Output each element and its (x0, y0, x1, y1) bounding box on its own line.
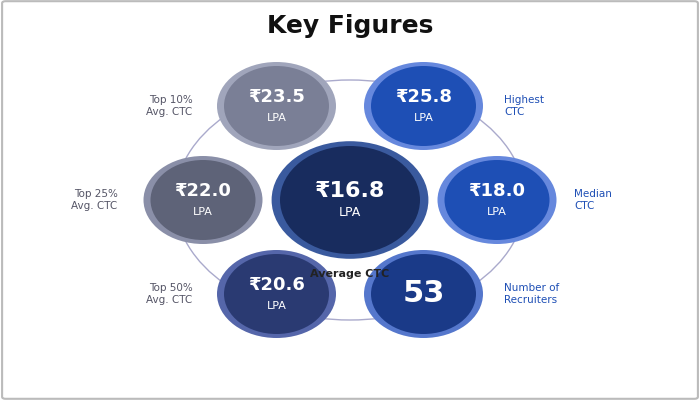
Ellipse shape (438, 156, 556, 244)
Text: LPA: LPA (267, 301, 286, 311)
Ellipse shape (217, 250, 336, 338)
Ellipse shape (217, 62, 336, 150)
Ellipse shape (364, 250, 483, 338)
Text: ₹23.5: ₹23.5 (248, 88, 305, 106)
Text: Top 10%
Avg. CTC: Top 10% Avg. CTC (146, 95, 192, 117)
Text: LPA: LPA (414, 113, 433, 123)
Text: LPA: LPA (487, 207, 507, 217)
Ellipse shape (371, 66, 476, 146)
Text: Top 50%
Avg. CTC: Top 50% Avg. CTC (146, 283, 192, 305)
Ellipse shape (150, 160, 256, 240)
Text: Highest
CTC: Highest CTC (504, 95, 544, 117)
Text: Key Figures: Key Figures (267, 14, 433, 38)
Text: ₹22.0: ₹22.0 (174, 182, 232, 200)
Text: ₹25.8: ₹25.8 (395, 88, 452, 106)
Text: ₹18.0: ₹18.0 (468, 182, 526, 200)
Ellipse shape (224, 254, 329, 334)
Text: LPA: LPA (193, 207, 213, 217)
Text: LPA: LPA (339, 206, 361, 218)
Ellipse shape (272, 141, 428, 259)
Ellipse shape (364, 62, 483, 150)
Text: ₹16.8: ₹16.8 (315, 181, 385, 201)
Text: Number of
Recruiters: Number of Recruiters (504, 283, 559, 305)
Text: Median
CTC: Median CTC (574, 189, 612, 211)
Ellipse shape (144, 156, 262, 244)
Ellipse shape (444, 160, 550, 240)
Text: LPA: LPA (267, 113, 286, 123)
Text: Average CTC: Average CTC (310, 269, 390, 279)
Text: ₹20.6: ₹20.6 (248, 276, 305, 294)
Text: 53: 53 (402, 280, 444, 308)
Ellipse shape (371, 254, 476, 334)
Ellipse shape (224, 66, 329, 146)
Ellipse shape (280, 146, 420, 254)
Text: Top 25%
Avg. CTC: Top 25% Avg. CTC (71, 189, 118, 211)
